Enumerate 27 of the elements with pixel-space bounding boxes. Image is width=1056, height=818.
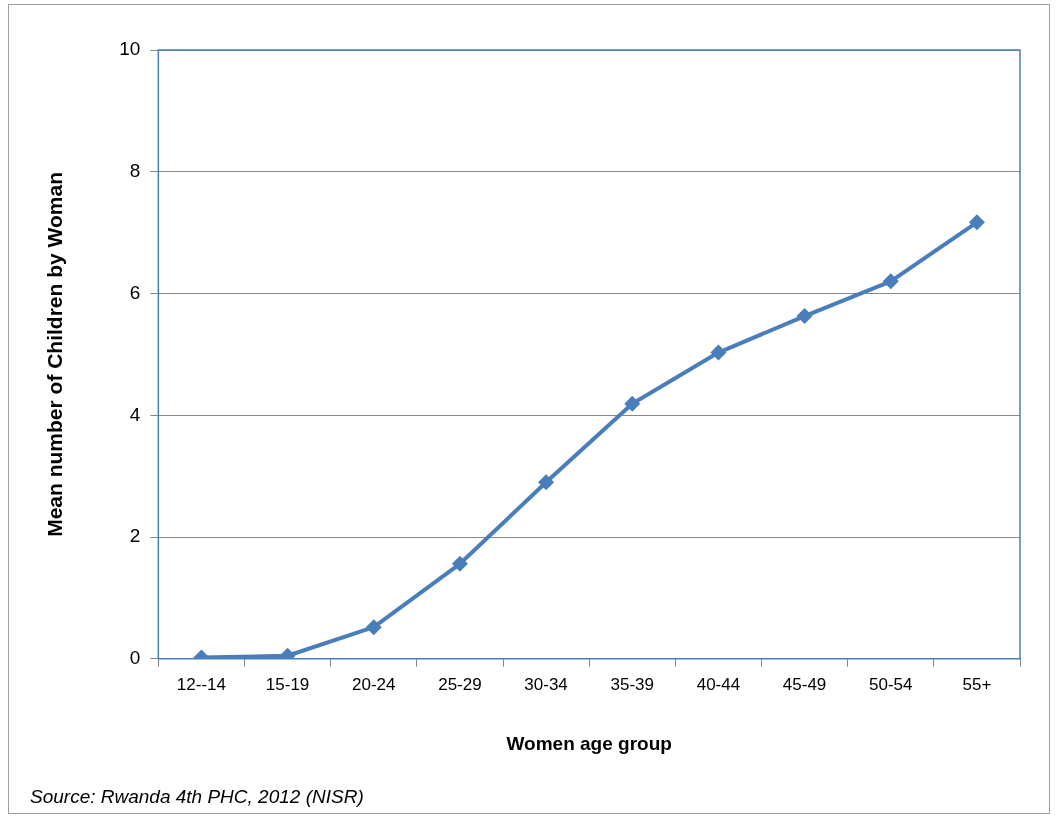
x-axis-title: Women age group [506, 732, 672, 754]
y-tick-label: 10 [119, 38, 141, 60]
x-tick-label: 50-54 [869, 674, 913, 694]
point [882, 273, 899, 290]
x-tick-label: 40-44 [696, 674, 741, 694]
x-tick-label: 12--14 [176, 674, 226, 694]
x-tick-label: 20-24 [352, 674, 396, 694]
y-tick-label: 4 [129, 403, 141, 425]
point [538, 474, 555, 491]
y-tick-label: 8 [129, 159, 141, 181]
y-tick-label: 2 [129, 525, 141, 547]
x-tick-label: 30-34 [524, 674, 568, 694]
point [796, 308, 813, 325]
y-tick-label: 0 [129, 647, 141, 669]
point [710, 344, 727, 361]
x-tick-label: 15-19 [265, 674, 310, 694]
x-tick-label: 35-39 [610, 674, 654, 694]
point [968, 214, 985, 231]
source-note: Source: Rwanda 4th PHC, 2012 (NISR) [30, 786, 364, 808]
x-tick-label: 45-49 [782, 674, 827, 694]
point [624, 395, 641, 412]
y-tick-label: 6 [129, 281, 141, 303]
point [365, 619, 382, 636]
y-axis-title: Mean number of Children by Woman [43, 171, 67, 537]
point [451, 555, 468, 572]
x-tick-label: 55+ [962, 674, 992, 694]
x-tick-label: 25-29 [438, 674, 482, 694]
